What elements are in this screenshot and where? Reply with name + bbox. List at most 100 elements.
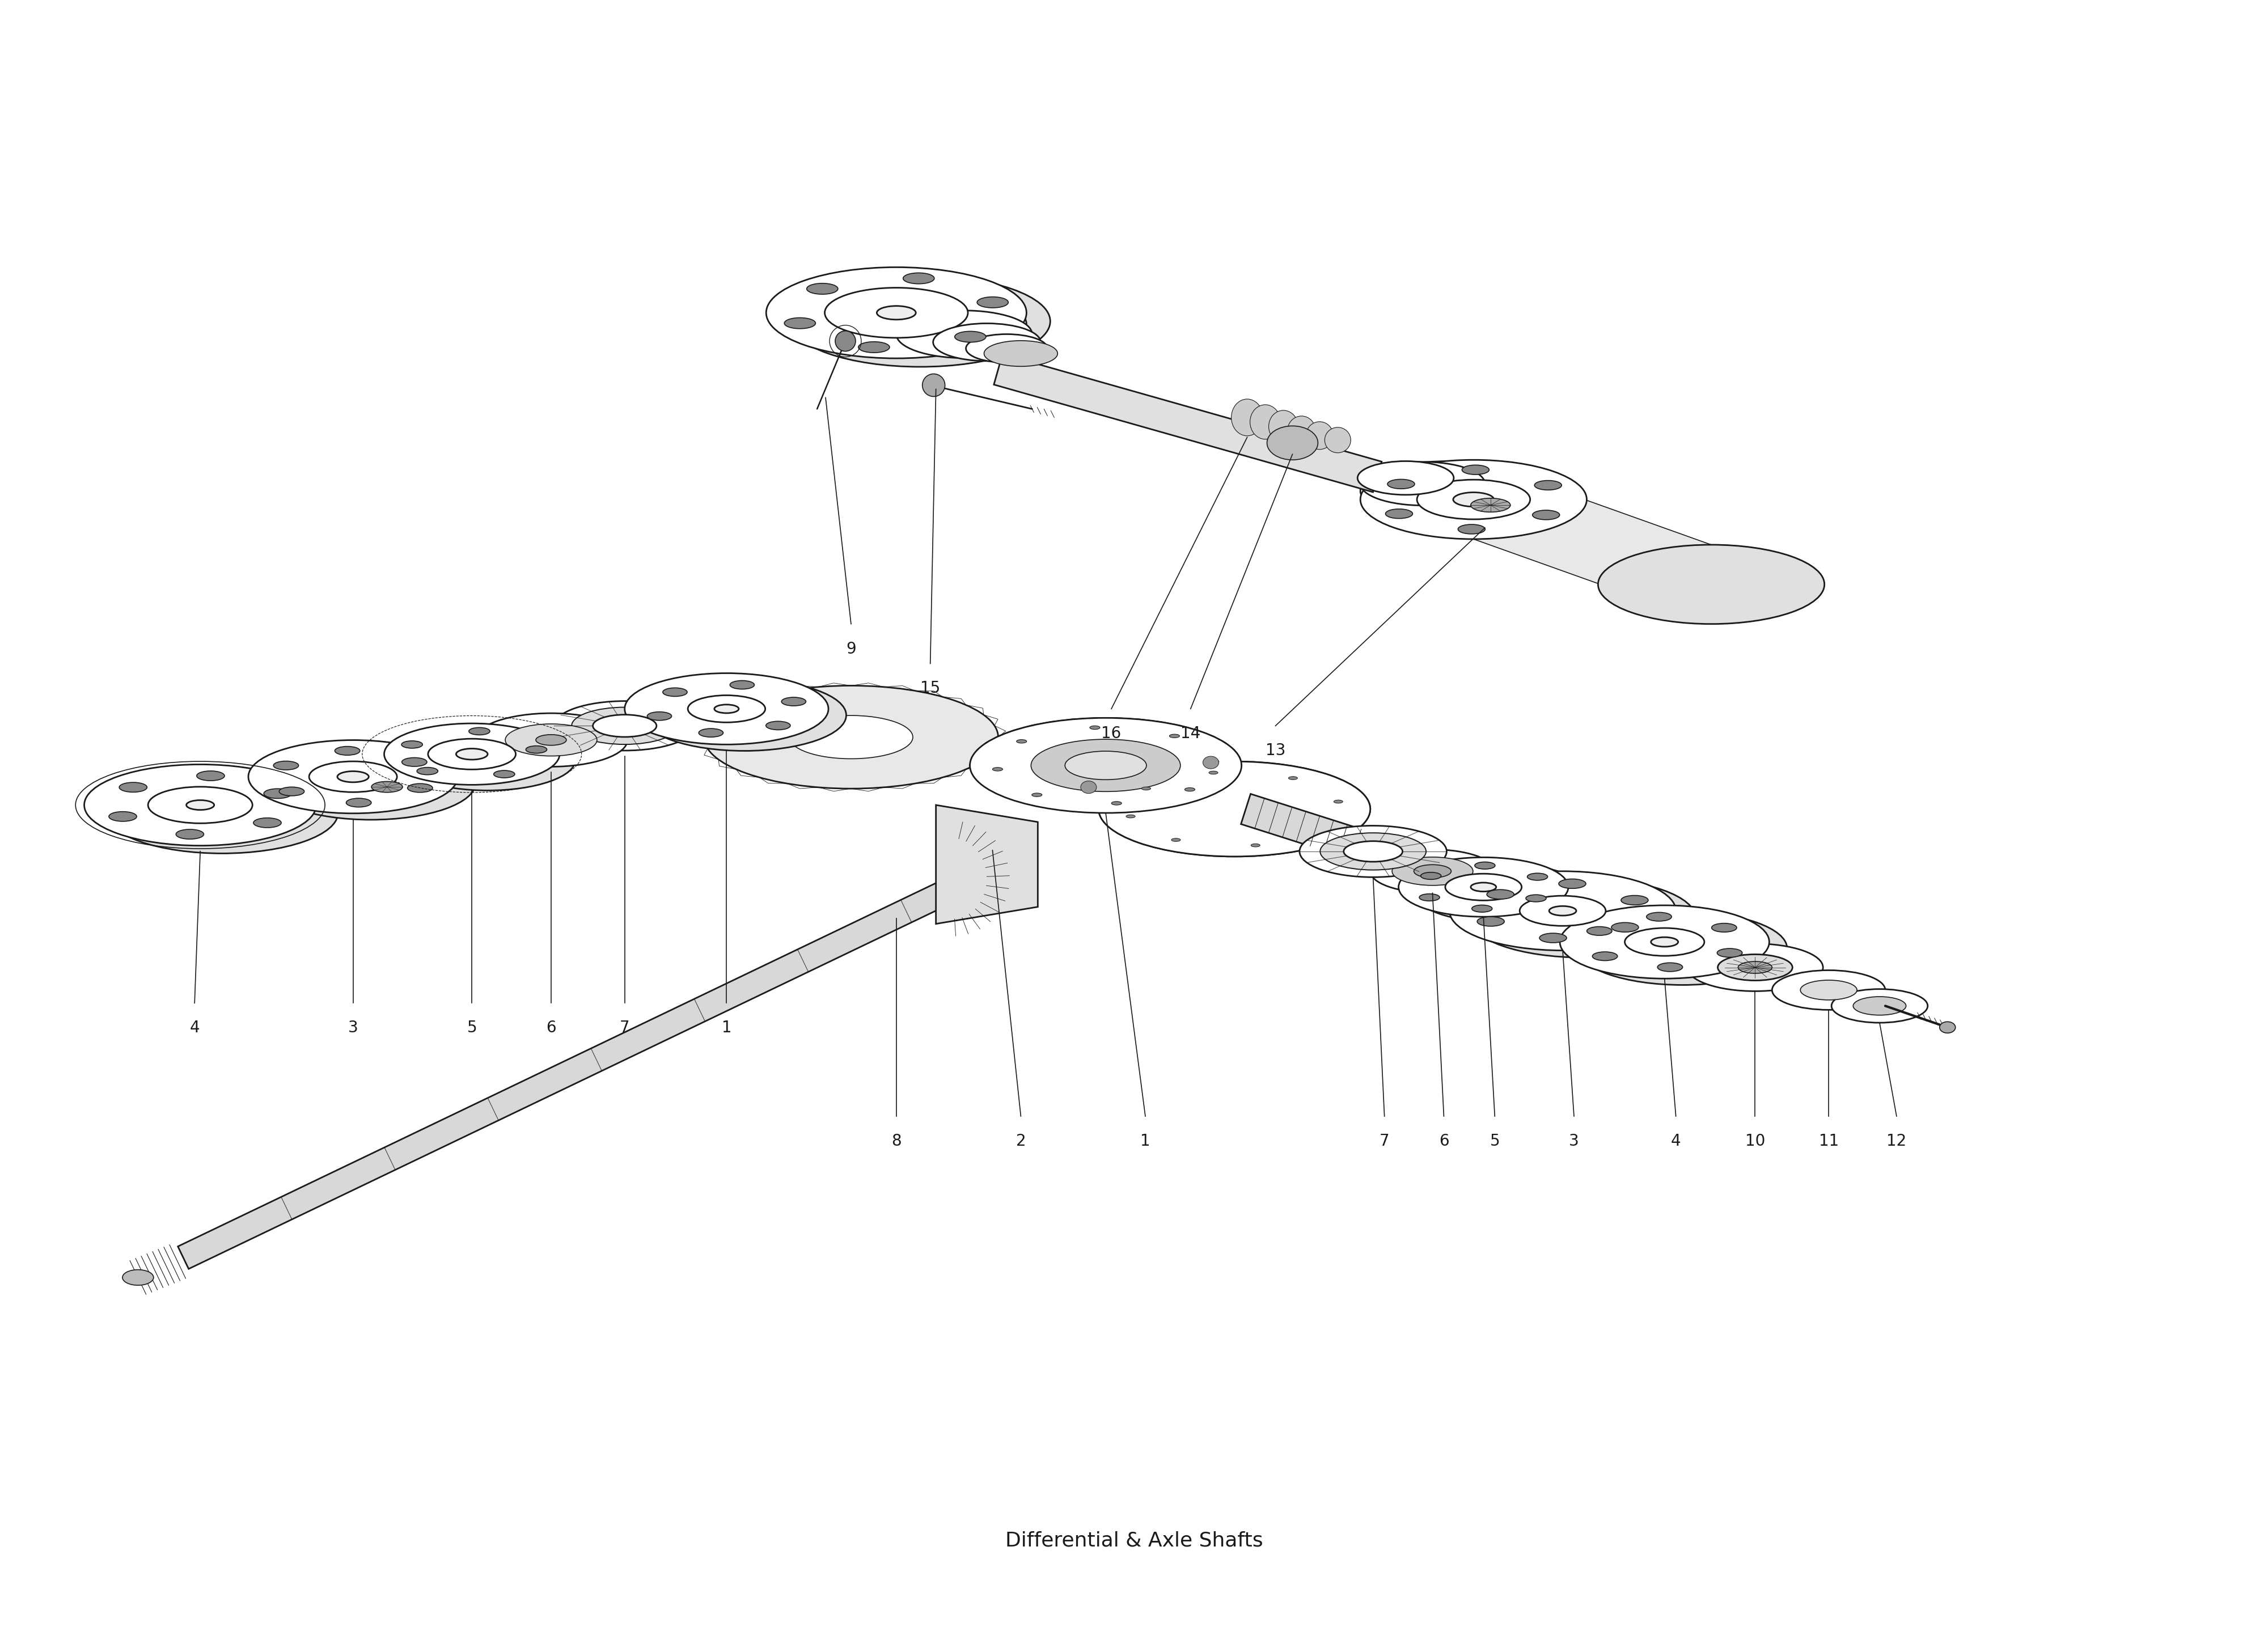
Ellipse shape (1268, 426, 1318, 460)
Ellipse shape (857, 342, 889, 353)
Ellipse shape (932, 324, 1041, 362)
Polygon shape (726, 672, 846, 751)
Ellipse shape (122, 1269, 154, 1286)
Ellipse shape (1032, 740, 1179, 791)
Ellipse shape (1712, 924, 1737, 932)
Text: 10: 10 (1744, 1133, 1765, 1149)
Ellipse shape (1252, 843, 1261, 847)
Ellipse shape (1386, 510, 1413, 518)
Text: 8: 8 (891, 1133, 900, 1149)
Ellipse shape (408, 784, 433, 792)
Polygon shape (1665, 906, 1787, 985)
Ellipse shape (1558, 880, 1585, 888)
Text: 13: 13 (1266, 743, 1286, 758)
Ellipse shape (1651, 937, 1678, 947)
Ellipse shape (1032, 792, 1041, 797)
Ellipse shape (1288, 416, 1315, 446)
Ellipse shape (1549, 906, 1576, 916)
Ellipse shape (1526, 873, 1547, 880)
Text: 14: 14 (1182, 725, 1200, 741)
Ellipse shape (782, 697, 805, 705)
Ellipse shape (401, 741, 422, 748)
Text: 4: 4 (1672, 1133, 1681, 1149)
Ellipse shape (789, 276, 1050, 367)
Ellipse shape (1449, 871, 1676, 950)
Text: 5: 5 (1490, 1133, 1499, 1149)
Ellipse shape (1588, 927, 1613, 935)
Ellipse shape (1417, 480, 1531, 520)
Ellipse shape (807, 283, 837, 294)
Text: 4: 4 (191, 1019, 200, 1036)
Text: 1: 1 (1141, 1133, 1150, 1149)
Ellipse shape (265, 746, 476, 820)
Ellipse shape (1300, 825, 1447, 878)
Ellipse shape (1334, 801, 1343, 804)
Ellipse shape (1141, 787, 1150, 791)
Text: 3: 3 (1569, 1133, 1579, 1149)
Text: 16: 16 (1102, 725, 1120, 741)
Ellipse shape (662, 687, 687, 697)
Ellipse shape (1209, 760, 1218, 763)
Ellipse shape (1520, 896, 1606, 926)
Ellipse shape (789, 715, 912, 760)
Polygon shape (1474, 460, 1823, 625)
Ellipse shape (1454, 492, 1495, 506)
Ellipse shape (1526, 894, 1547, 903)
Text: 5: 5 (467, 1019, 476, 1036)
Text: 1: 1 (721, 1019, 733, 1036)
Text: 6: 6 (547, 1019, 556, 1036)
Ellipse shape (1474, 861, 1495, 870)
Ellipse shape (1361, 460, 1588, 539)
Ellipse shape (1476, 917, 1504, 926)
Ellipse shape (1737, 962, 1771, 973)
Ellipse shape (279, 787, 304, 796)
Ellipse shape (1488, 889, 1515, 899)
Ellipse shape (274, 761, 299, 769)
Ellipse shape (1413, 865, 1452, 878)
Circle shape (835, 330, 855, 352)
Ellipse shape (955, 332, 987, 342)
Ellipse shape (984, 340, 1057, 367)
Ellipse shape (624, 672, 828, 745)
Ellipse shape (1540, 934, 1567, 942)
Ellipse shape (1393, 857, 1472, 886)
Ellipse shape (429, 738, 515, 769)
Text: 6: 6 (1438, 1133, 1449, 1149)
Ellipse shape (1420, 894, 1440, 901)
Ellipse shape (383, 723, 560, 784)
Ellipse shape (703, 686, 998, 789)
Ellipse shape (107, 773, 338, 853)
Ellipse shape (699, 728, 723, 737)
Ellipse shape (1599, 544, 1823, 625)
Ellipse shape (966, 334, 1048, 363)
Ellipse shape (1325, 427, 1352, 452)
Ellipse shape (1445, 873, 1522, 901)
Ellipse shape (336, 746, 361, 755)
Ellipse shape (372, 781, 401, 792)
Ellipse shape (401, 758, 426, 766)
Ellipse shape (109, 812, 136, 822)
Ellipse shape (84, 764, 315, 845)
Ellipse shape (535, 735, 567, 745)
Ellipse shape (878, 306, 916, 319)
Text: 12: 12 (1887, 1133, 1907, 1149)
Polygon shape (1483, 858, 1583, 922)
Ellipse shape (572, 707, 678, 745)
Ellipse shape (1717, 955, 1792, 980)
Ellipse shape (1098, 761, 1370, 857)
Ellipse shape (308, 761, 397, 792)
Ellipse shape (1622, 896, 1649, 904)
Ellipse shape (714, 705, 739, 713)
Ellipse shape (456, 748, 488, 760)
Text: Differential & Axle Shafts: Differential & Axle Shafts (1005, 1531, 1263, 1550)
Ellipse shape (1415, 863, 1583, 922)
Polygon shape (937, 806, 1039, 924)
Ellipse shape (1306, 423, 1334, 449)
Ellipse shape (1080, 781, 1095, 794)
Ellipse shape (186, 801, 213, 810)
Ellipse shape (1098, 761, 1370, 857)
Text: 7: 7 (1379, 1133, 1390, 1149)
Ellipse shape (1359, 462, 1454, 495)
Ellipse shape (1184, 787, 1195, 791)
Ellipse shape (1250, 404, 1281, 439)
